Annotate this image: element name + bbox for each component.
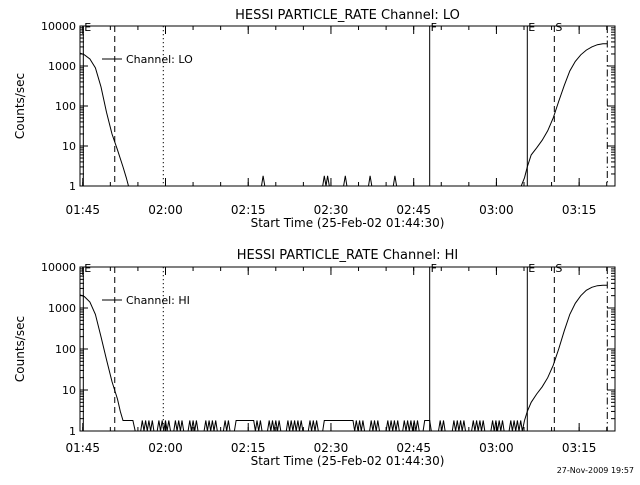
x-tick-label: 02:30: [314, 441, 349, 455]
x-tick-label: 01:45: [65, 441, 100, 455]
series-line: [392, 175, 398, 187]
y-tick-label: 10000: [41, 20, 76, 33]
y-tick-label: 100: [55, 100, 76, 113]
plot-frame: [79, 266, 616, 432]
event-marker-label: S: [555, 21, 562, 34]
chart-title: HESSI PARTICLE_RATE Channel: LO: [235, 8, 460, 23]
x-tick-label: 03:15: [562, 203, 597, 217]
legend-label: Channel: LO: [126, 53, 193, 66]
x-tick-label: 02:15: [231, 203, 266, 217]
series-line: [343, 175, 348, 187]
series-line: [79, 52, 129, 187]
x-tick-label: 03:00: [479, 203, 514, 217]
y-tick-label: 1: [69, 180, 76, 193]
y-axis-label: Counts/sec: [13, 73, 27, 139]
y-tick-label: 10000: [41, 261, 76, 274]
event-marker-label: E: [528, 21, 535, 34]
series-line: [368, 175, 373, 187]
chart-panel-hi: HESSI PARTICLE_RATE Channel: HI 1 10 100 100…: [13, 248, 616, 468]
x-tick-label: 02:30: [314, 203, 349, 217]
y-tick-label: 10: [62, 384, 76, 397]
y-tick-label: 1: [69, 425, 76, 438]
x-axis-label: Start Time (25-Feb-02 01:44:30): [251, 216, 445, 230]
event-marker-label: F: [431, 262, 437, 275]
x-tick-label: 02:15: [231, 441, 266, 455]
series-line: [524, 284, 608, 421]
x-tick-label: 01:45: [65, 203, 100, 217]
plot-frame: [79, 25, 616, 187]
x-tick-label: 02:45: [396, 441, 431, 455]
series-line: [261, 175, 266, 187]
y-tick-label: 10: [62, 140, 76, 153]
series-line: [79, 294, 136, 432]
chart-panel-lo: HESSI PARTICLE_RATE Channel: LO 1 10 100 100…: [13, 8, 616, 230]
event-marker-label: E: [84, 21, 91, 34]
chart-title: HESSI PARTICLE_RATE Channel: HI: [237, 248, 458, 263]
legend-label: Channel: HI: [126, 294, 190, 307]
event-marker-label: E: [84, 262, 91, 275]
x-axis-label: Start Time (25-Feb-02 01:44:30): [251, 454, 445, 468]
event-marker-label: S: [555, 262, 562, 275]
x-tick-label: 02:45: [396, 203, 431, 217]
series-line: [322, 175, 330, 187]
footer-timestamp: 27-Nov-2009 19:57: [556, 466, 634, 475]
event-marker-label: E: [528, 262, 535, 275]
series-line: [135, 420, 525, 432]
y-axis-label: Counts/sec: [13, 316, 27, 382]
y-tick-label: 1000: [48, 302, 76, 315]
event-marker-label: F: [431, 21, 437, 34]
x-tick-label: 03:15: [562, 441, 597, 455]
series-line: [520, 43, 608, 187]
y-tick-label: 100: [55, 343, 76, 356]
x-tick-label: 02:00: [148, 441, 183, 455]
x-tick-label: 02:00: [148, 203, 183, 217]
y-tick-label: 1000: [48, 60, 76, 73]
x-tick-label: 03:00: [479, 441, 514, 455]
